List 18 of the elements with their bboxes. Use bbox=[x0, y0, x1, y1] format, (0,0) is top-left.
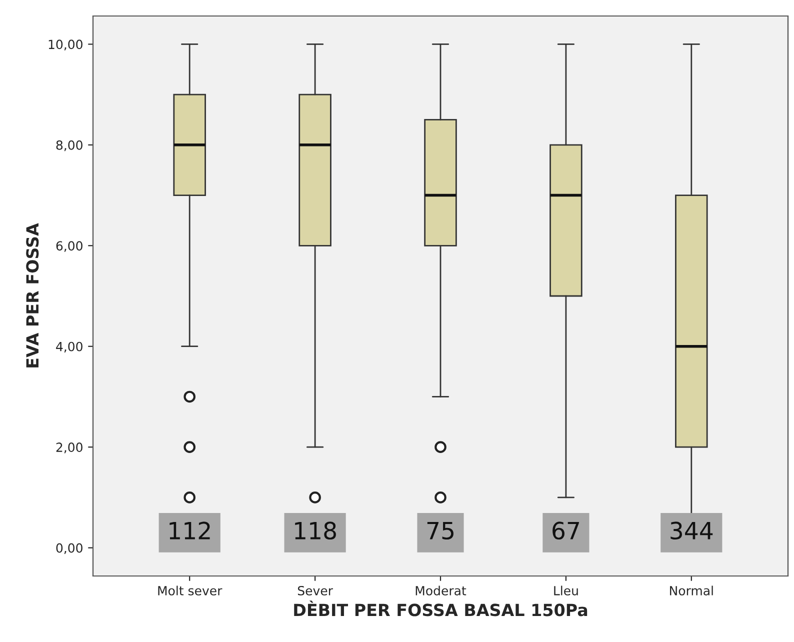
y-tick-label: 6,00 bbox=[56, 241, 82, 252]
x-tick-label: Sever bbox=[298, 586, 333, 596]
annotation: 344 bbox=[670, 522, 713, 540]
x-tick-label: Lleu bbox=[554, 586, 578, 596]
annotation: 75 bbox=[427, 522, 454, 540]
x-tick-label: Normal bbox=[670, 586, 713, 596]
annotation: 118 bbox=[295, 522, 336, 540]
x-axis-title: DÈBIT PER FOSSA BASAL 150Pa bbox=[294, 600, 588, 616]
annotation: 67 bbox=[552, 522, 579, 540]
y-axis-title: EVA PER FOSSA bbox=[26, 223, 39, 368]
y-tick-label: 4,00 bbox=[56, 342, 82, 353]
y-tick-label: 10,00 bbox=[48, 40, 82, 50]
x-tick-label: Moderat bbox=[416, 586, 466, 596]
x-tick-label: Molt sever bbox=[158, 586, 222, 596]
y-tick-label: 2,00 bbox=[56, 442, 82, 454]
y-tick-label: 0,00 bbox=[56, 543, 82, 554]
y-tick-label: 8,00 bbox=[56, 140, 82, 152]
annotation: 112 bbox=[170, 522, 210, 540]
